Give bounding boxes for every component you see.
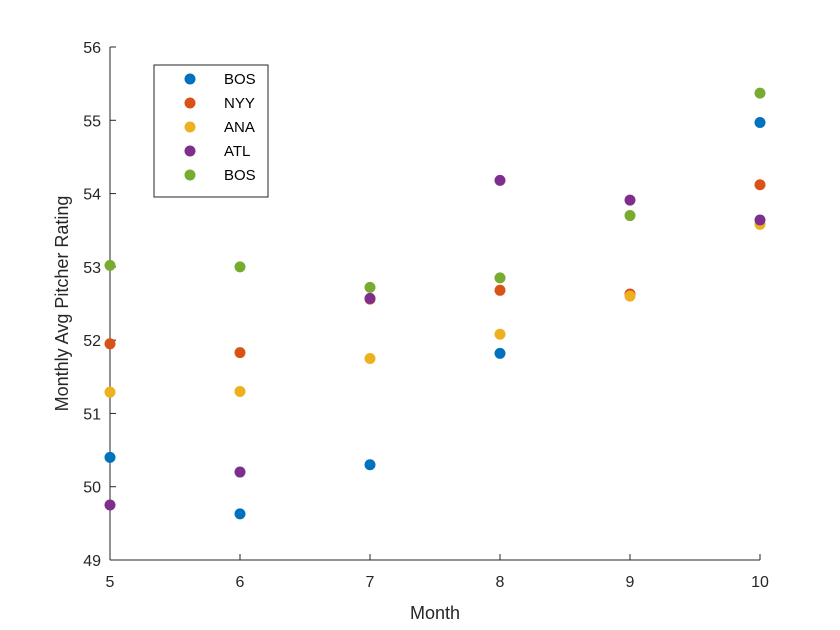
data-point [494,347,506,359]
data-point [234,466,246,478]
legend: BOS NYY ANA ATL BOS [153,64,269,198]
y-tick-label: 49 [83,553,101,570]
legend-label: ANA [224,119,255,136]
legend-marker [184,169,196,181]
data-point [104,451,116,463]
data-point [494,284,506,296]
legend-label: ATL [224,143,250,160]
data-point [754,179,766,191]
data-point [494,272,506,284]
data-points [104,87,766,520]
x-tick-label: 10 [751,574,769,591]
y-tick-label: 52 [83,333,101,350]
x-axis-title: Month [410,603,460,623]
y-tick-label: 54 [83,187,101,204]
data-point [754,116,766,128]
data-point [624,290,636,302]
axes [109,47,760,561]
data-point [754,214,766,226]
y-tick-label: 55 [83,113,101,130]
legend-marker [184,73,196,85]
data-point [234,261,246,273]
data-point [364,292,376,304]
data-point [364,352,376,364]
data-point [104,386,116,398]
x-tick-label: 9 [626,574,635,591]
x-tick-label: 8 [496,574,505,591]
data-point [624,194,636,206]
y-axis-title: Monthly Avg Pitcher Rating [52,196,72,412]
y-tick-label: 51 [83,406,101,423]
y-tick-label: 56 [83,40,101,57]
x-tick-label: 7 [366,574,375,591]
data-point [234,385,246,397]
y-tick-label: 53 [83,260,101,277]
data-point [494,328,506,340]
x-tick-label: 5 [106,574,115,591]
data-point [104,499,116,511]
legend-label: BOS [224,71,256,88]
data-point [624,210,636,222]
x-tick-label: 6 [236,574,245,591]
legend-marker [184,121,196,133]
data-point [234,347,246,359]
legend-label: NYY [224,95,255,112]
data-point [104,338,116,350]
data-point [494,174,506,186]
y-tick-label: 50 [83,480,101,497]
legend-label: BOS [224,167,256,184]
data-point [754,87,766,99]
data-point [234,508,246,520]
legend-marker [184,145,196,157]
legend-marker [184,97,196,109]
data-point [364,281,376,293]
legend-box [153,64,269,198]
data-point [364,459,376,471]
data-point [104,259,116,271]
